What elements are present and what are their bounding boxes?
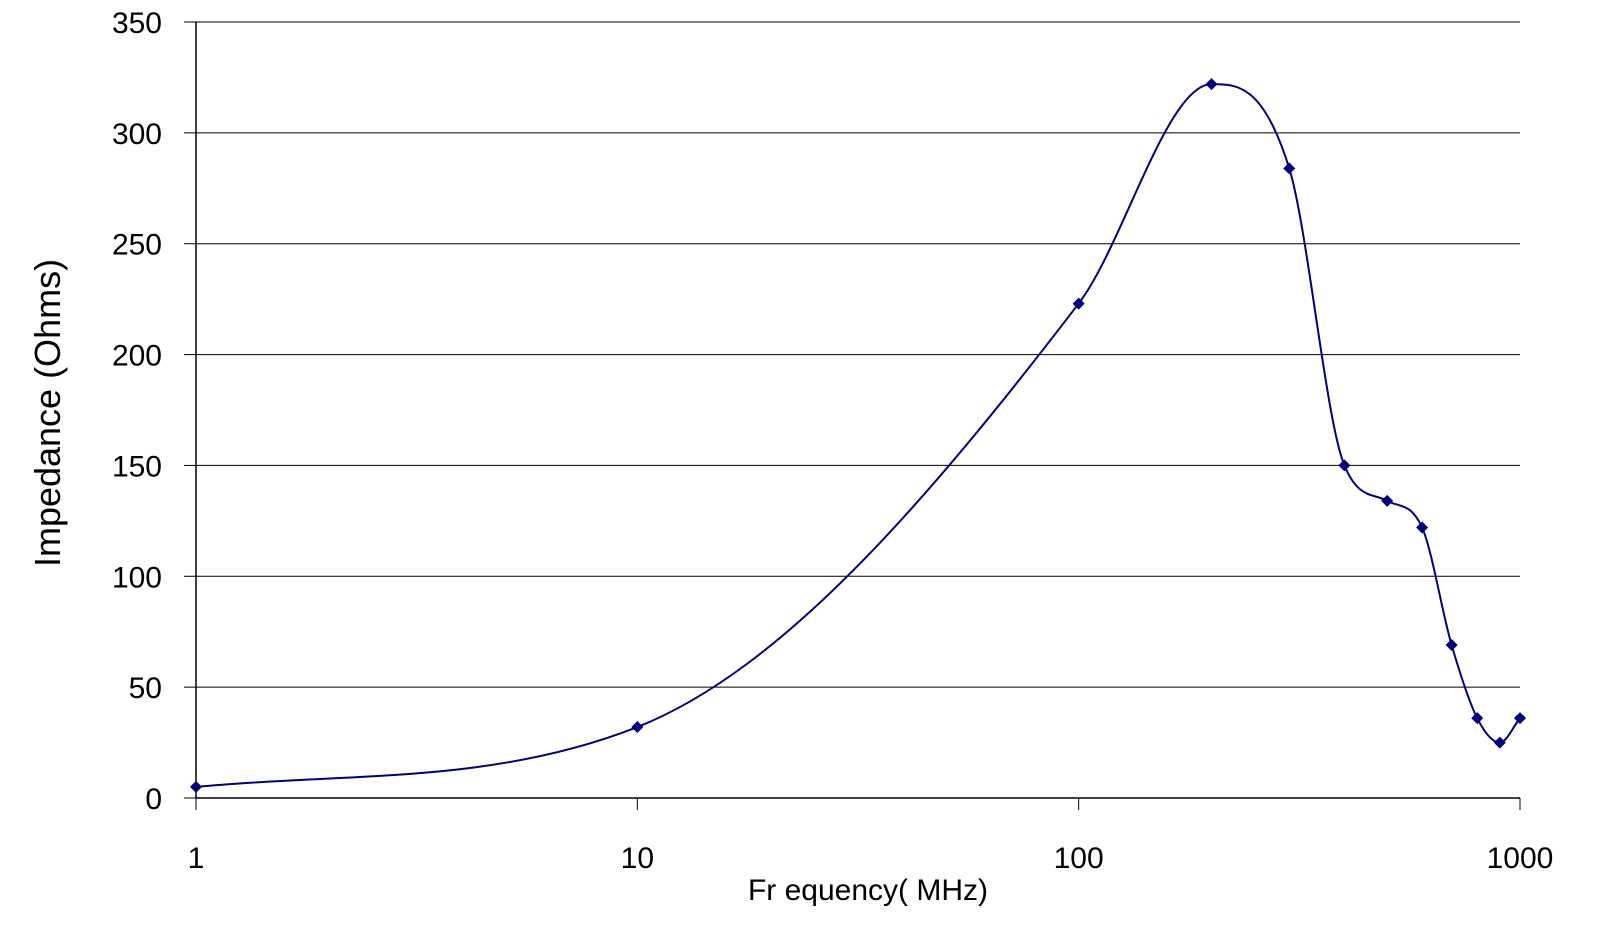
y-tick-label: 150	[112, 450, 162, 483]
data-point	[1381, 494, 1394, 507]
data-point	[1514, 712, 1526, 725]
data-point	[190, 780, 202, 793]
x-axis-title: Fr equency( MHz)	[748, 874, 988, 907]
data-point	[1072, 297, 1085, 310]
x-tick-label: 100	[1054, 842, 1104, 875]
x-tick-label: 1000	[1487, 842, 1554, 875]
y-axis-title: Impedance (Ohms)	[27, 259, 68, 567]
data-point	[1471, 712, 1484, 725]
axes	[184, 21, 1521, 810]
data-point	[1283, 162, 1296, 175]
data-point	[1416, 521, 1429, 534]
x-tick-label: 1	[188, 842, 205, 875]
y-tick-label: 50	[129, 672, 162, 705]
data-point	[1445, 639, 1458, 652]
data-point	[1493, 736, 1506, 749]
y-tick-label: 300	[112, 118, 162, 151]
x-tick-label: 10	[621, 842, 654, 875]
tick-labels: 0 50 100 150 200 250 300 350 1 10 100 1000	[112, 7, 1553, 875]
y-tick-label: 0	[145, 783, 162, 816]
y-tick-label: 100	[112, 561, 162, 594]
series-line	[195, 83, 1521, 788]
grid-lines	[196, 21, 1520, 688]
y-tick-label: 200	[112, 340, 162, 373]
y-tick-label: 350	[112, 7, 162, 40]
data-points	[190, 78, 1526, 793]
data-point	[1205, 78, 1218, 91]
data-point	[1338, 459, 1351, 472]
data-point	[631, 721, 644, 734]
y-tick-label: 250	[112, 229, 162, 262]
